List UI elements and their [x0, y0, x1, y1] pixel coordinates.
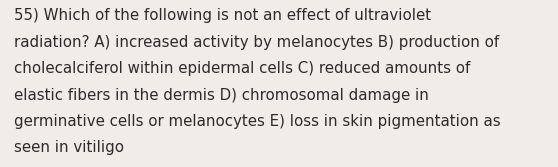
Text: elastic fibers in the dermis D) chromosomal damage in: elastic fibers in the dermis D) chromoso…	[14, 88, 429, 103]
Text: germinative cells or melanocytes E) loss in skin pigmentation as: germinative cells or melanocytes E) loss…	[14, 114, 501, 129]
Text: radiation? A) increased activity by melanocytes B) production of: radiation? A) increased activity by mela…	[14, 35, 499, 50]
Text: cholecalciferol within epidermal cells C) reduced amounts of: cholecalciferol within epidermal cells C…	[14, 61, 470, 76]
Text: 55) Which of the following is not an effect of ultraviolet: 55) Which of the following is not an eff…	[14, 8, 431, 23]
Text: seen in vitiligo: seen in vitiligo	[14, 140, 124, 155]
